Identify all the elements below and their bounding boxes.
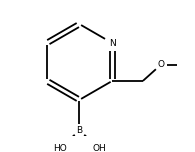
Text: N: N [109, 39, 116, 48]
Text: B: B [76, 126, 82, 135]
Text: OH: OH [92, 144, 106, 152]
Text: O: O [157, 60, 164, 69]
Text: HO: HO [53, 144, 66, 152]
